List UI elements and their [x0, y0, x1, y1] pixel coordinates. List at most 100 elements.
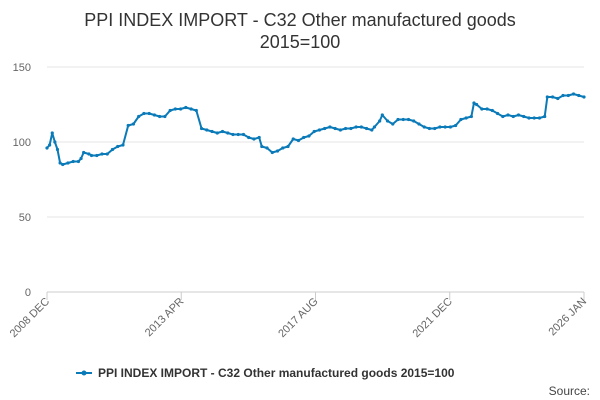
data-point[interactable]: [61, 162, 65, 167]
data-point[interactable]: [76, 159, 81, 164]
data-point[interactable]: [385, 119, 390, 123]
data-point[interactable]: [260, 144, 264, 149]
data-point[interactable]: [372, 125, 377, 129]
data-point[interactable]: [412, 119, 416, 123]
data-point[interactable]: [95, 153, 99, 158]
data-point[interactable]: [158, 114, 162, 119]
data-point[interactable]: [121, 143, 125, 147]
data-point[interactable]: [454, 123, 458, 128]
data-point[interactable]: [82, 150, 86, 155]
data-point[interactable]: [79, 156, 83, 161]
data-point[interactable]: [231, 132, 235, 137]
data-point[interactable]: [131, 122, 136, 126]
data-point[interactable]: [87, 152, 91, 156]
data-point[interactable]: [270, 150, 274, 155]
data-point[interactable]: [291, 137, 295, 141]
data-point[interactable]: [323, 126, 327, 131]
data-point[interactable]: [577, 93, 581, 98]
data-point[interactable]: [252, 137, 256, 141]
data-point[interactable]: [480, 107, 484, 111]
data-point[interactable]: [364, 126, 369, 131]
legend[interactable]: PPI INDEX IMPORT - C32 Other manufacture…: [76, 366, 455, 380]
data-point[interactable]: [137, 114, 141, 119]
data-point[interactable]: [527, 116, 531, 120]
data-point[interactable]: [199, 126, 204, 131]
data-point[interactable]: [66, 161, 70, 165]
data-point[interactable]: [543, 114, 547, 119]
data-point[interactable]: [506, 113, 510, 117]
data-point[interactable]: [469, 114, 473, 119]
data-point[interactable]: [396, 117, 400, 122]
data-point[interactable]: [545, 95, 549, 99]
data-point[interactable]: [550, 95, 555, 99]
data-point[interactable]: [443, 125, 447, 129]
data-point[interactable]: [226, 131, 230, 135]
data-point[interactable]: [247, 135, 251, 140]
data-point[interactable]: [179, 107, 183, 111]
data-point[interactable]: [401, 117, 405, 122]
data-point[interactable]: [459, 117, 463, 122]
data-point[interactable]: [406, 117, 411, 122]
data-point[interactable]: [522, 114, 526, 119]
data-point[interactable]: [210, 129, 214, 134]
data-point[interactable]: [349, 126, 353, 131]
data-point[interactable]: [189, 107, 193, 111]
data-point[interactable]: [281, 146, 285, 150]
data-point[interactable]: [50, 131, 54, 135]
data-point[interactable]: [265, 146, 269, 150]
data-point[interactable]: [312, 129, 316, 134]
data-point[interactable]: [307, 134, 311, 138]
data-point[interactable]: [215, 131, 219, 135]
data-point[interactable]: [516, 113, 521, 117]
data-point[interactable]: [147, 111, 151, 116]
data-point[interactable]: [205, 128, 209, 132]
data-point[interactable]: [116, 144, 120, 149]
data-point[interactable]: [438, 125, 442, 129]
data-point[interactable]: [354, 125, 358, 129]
data-point[interactable]: [380, 113, 384, 117]
data-point[interactable]: [275, 149, 280, 153]
data-point[interactable]: [328, 125, 332, 129]
data-point[interactable]: [110, 147, 115, 152]
data-point[interactable]: [370, 128, 374, 132]
data-point[interactable]: [53, 140, 57, 144]
data-point[interactable]: [417, 122, 421, 126]
data-point[interactable]: [485, 107, 489, 111]
data-point[interactable]: [571, 92, 576, 96]
data-point[interactable]: [464, 116, 468, 120]
data-point[interactable]: [495, 111, 500, 116]
data-point[interactable]: [257, 135, 261, 140]
data-point[interactable]: [317, 128, 322, 132]
data-point[interactable]: [89, 153, 94, 158]
data-point[interactable]: [378, 119, 382, 123]
data-point[interactable]: [511, 114, 515, 119]
data-point[interactable]: [126, 123, 130, 128]
data-point[interactable]: [296, 138, 301, 143]
data-point[interactable]: [501, 114, 505, 119]
data-point[interactable]: [344, 126, 348, 131]
data-point[interactable]: [561, 93, 565, 98]
data-point[interactable]: [475, 102, 479, 107]
data-point[interactable]: [427, 126, 432, 131]
data-point[interactable]: [220, 129, 225, 134]
data-point[interactable]: [236, 132, 240, 137]
data-point[interactable]: [105, 152, 109, 156]
data-point[interactable]: [194, 108, 198, 113]
data-point[interactable]: [58, 161, 62, 165]
data-point[interactable]: [490, 108, 494, 113]
data-point[interactable]: [302, 135, 306, 140]
data-point[interactable]: [184, 105, 188, 110]
data-point[interactable]: [433, 126, 437, 131]
data-point[interactable]: [556, 96, 560, 101]
data-point[interactable]: [163, 114, 167, 119]
data-point[interactable]: [286, 144, 290, 149]
data-point[interactable]: [333, 126, 337, 131]
data-point[interactable]: [45, 146, 49, 150]
data-point[interactable]: [391, 122, 395, 126]
data-point[interactable]: [71, 159, 75, 164]
data-point[interactable]: [359, 125, 363, 129]
data-point[interactable]: [448, 125, 452, 129]
data-point[interactable]: [532, 116, 536, 120]
data-point[interactable]: [48, 143, 52, 147]
data-point[interactable]: [100, 152, 104, 156]
